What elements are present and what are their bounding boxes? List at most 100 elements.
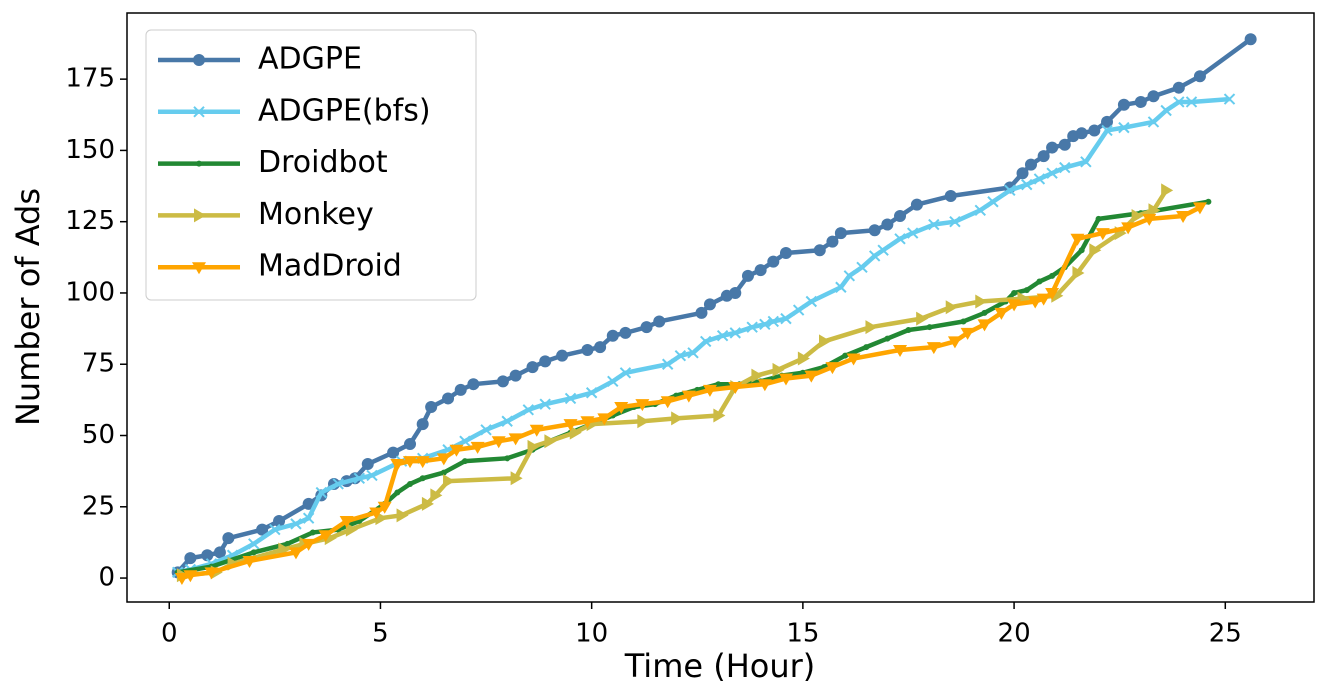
marker — [804, 370, 819, 383]
marker — [1173, 96, 1185, 108]
marker — [1028, 296, 1043, 309]
marker — [1223, 93, 1236, 105]
marker — [407, 480, 414, 487]
marker — [529, 424, 544, 437]
marker — [394, 489, 401, 496]
marker — [390, 459, 405, 472]
marker — [1059, 161, 1071, 174]
y-axis-label: Number of Ads — [9, 188, 47, 426]
marker — [856, 261, 868, 274]
marker — [1080, 156, 1092, 168]
marker — [222, 532, 235, 545]
marker — [653, 315, 666, 328]
marker — [1205, 198, 1212, 205]
marker — [509, 369, 522, 382]
marker — [868, 224, 881, 237]
marker — [1121, 222, 1136, 235]
marker — [1185, 96, 1198, 108]
marker — [491, 436, 506, 449]
marker — [728, 382, 743, 395]
marker — [1058, 138, 1071, 151]
y-tick-label: 100 — [65, 277, 115, 307]
legend-text: Droidbot — [258, 145, 388, 180]
marker — [302, 512, 315, 524]
marker — [204, 567, 219, 580]
marker — [201, 549, 214, 562]
marker — [1101, 124, 1113, 137]
legend-text: MadDroid — [258, 249, 402, 284]
marker — [1045, 287, 1060, 300]
marker — [256, 523, 269, 536]
marker — [193, 106, 205, 118]
marker — [916, 311, 929, 326]
marker — [284, 540, 291, 547]
marker — [527, 439, 540, 454]
marker — [977, 319, 992, 332]
y-tick-label: 175 — [65, 64, 115, 94]
x-tick-label: 20 — [998, 619, 1031, 649]
marker — [396, 508, 409, 523]
marker — [269, 523, 281, 536]
y-tick-label: 75 — [82, 349, 115, 379]
marker — [339, 516, 354, 529]
marker — [1024, 158, 1037, 171]
marker — [404, 438, 417, 451]
marker — [1070, 233, 1085, 246]
marker — [713, 408, 726, 423]
marker — [614, 401, 629, 414]
marker — [865, 320, 878, 335]
marker — [250, 549, 257, 556]
marker — [318, 530, 333, 543]
marker — [183, 570, 198, 583]
marker — [1142, 213, 1157, 226]
marker — [192, 262, 206, 275]
marker — [877, 244, 889, 256]
marker — [1049, 272, 1056, 279]
marker — [443, 474, 456, 489]
marker — [1075, 127, 1088, 140]
marker — [729, 327, 741, 339]
marker — [910, 198, 923, 211]
marker — [729, 286, 742, 299]
marker — [780, 312, 792, 325]
marker — [366, 469, 378, 482]
marker — [194, 208, 206, 223]
marker — [581, 343, 594, 356]
marker — [508, 433, 523, 446]
marker — [975, 294, 988, 309]
marker — [960, 318, 967, 325]
marker — [792, 304, 805, 316]
marker — [700, 335, 712, 348]
marker — [496, 375, 509, 388]
marker — [459, 435, 471, 447]
marker — [1117, 98, 1130, 111]
marker — [637, 414, 650, 429]
marker — [1095, 215, 1102, 222]
marker — [1148, 203, 1161, 218]
x-tick-label: 25 — [1209, 619, 1242, 649]
marker — [619, 326, 632, 339]
marker — [1046, 167, 1058, 179]
marker — [377, 501, 392, 514]
marker — [640, 321, 653, 334]
marker — [797, 351, 810, 366]
marker — [461, 458, 468, 465]
marker — [425, 400, 438, 413]
marker — [702, 384, 717, 397]
marker — [671, 411, 684, 426]
marker — [403, 456, 418, 469]
marker — [470, 441, 485, 454]
marker — [501, 415, 513, 427]
marker — [1078, 247, 1085, 254]
marker — [539, 398, 551, 410]
marker — [564, 392, 577, 405]
marker — [1036, 293, 1051, 306]
marker — [1021, 178, 1033, 191]
marker — [757, 379, 772, 392]
marker — [741, 269, 754, 282]
marker — [436, 453, 451, 466]
marker — [894, 233, 906, 245]
marker — [1033, 173, 1046, 185]
marker — [1095, 228, 1110, 241]
marker — [174, 573, 189, 586]
